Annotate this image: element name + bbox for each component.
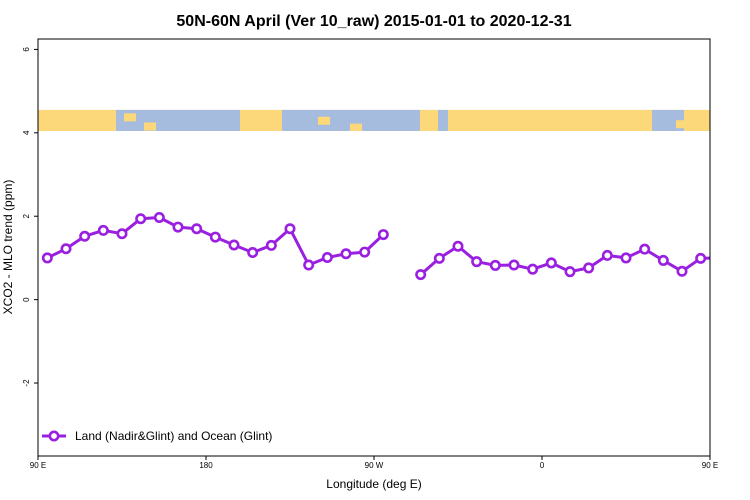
data-point [135, 213, 147, 225]
data-point [601, 249, 613, 261]
data-point [359, 246, 371, 258]
data-point [153, 211, 165, 223]
x-tick-label: 90 W [365, 461, 384, 470]
data-point [284, 223, 296, 235]
world-map-band [38, 109, 710, 131]
series-layer [41, 211, 742, 281]
map-band-island [124, 113, 136, 122]
y-tick-label: 2 [22, 213, 31, 218]
x-axis: 90 E 180 90 W 0 90 E [30, 456, 718, 470]
x-axis-label: Longitude (deg E) [326, 477, 421, 491]
data-point [116, 228, 128, 240]
data-point [41, 252, 53, 264]
data-point [545, 257, 557, 269]
x-tick-label: 180 [199, 461, 213, 470]
data-point [433, 252, 445, 264]
data-point [657, 254, 669, 266]
x-tick-label: 90 E [702, 461, 718, 470]
data-point [583, 262, 595, 274]
y-tick-label: -2 [22, 379, 31, 387]
legend-label: Land (Nadir&Glint) and Ocean (Glint) [75, 429, 272, 443]
data-point [172, 221, 184, 233]
legend-marker-swatch [48, 430, 60, 442]
data-point [209, 231, 221, 243]
y-tick-label: 0 [22, 297, 31, 302]
data-point [620, 252, 632, 264]
data-point [508, 259, 520, 271]
map-band-island [318, 116, 330, 125]
data-point [377, 229, 389, 241]
data-point [734, 245, 742, 253]
data-point [695, 252, 707, 264]
data-point [452, 240, 464, 252]
chart-title: 50N-60N April (Ver 10_raw) 2015-01-01 to… [176, 13, 571, 30]
x-tick-label: 90 E [30, 461, 46, 470]
y-tick-label: 6 [22, 47, 31, 52]
data-point [340, 248, 352, 260]
legend: Land (Nadir&Glint) and Ocean (Glint) [42, 429, 272, 443]
data-point [676, 265, 688, 277]
map-band-ocean [282, 109, 420, 131]
data-point [247, 247, 259, 259]
x-tick-label: 0 [540, 461, 545, 470]
data-point [564, 266, 576, 278]
data-point [715, 254, 723, 262]
data-point [303, 259, 315, 271]
data-point [265, 239, 277, 251]
data-point [471, 256, 483, 268]
data-point [79, 230, 91, 242]
y-axis-label: XCO2 - MLO trend (ppm) [1, 180, 15, 315]
data-point [60, 243, 72, 255]
map-band-island [676, 120, 688, 129]
data-point [527, 263, 539, 275]
data-point [97, 224, 109, 236]
data-point [321, 252, 333, 264]
data-point [489, 259, 501, 271]
data-point [639, 243, 651, 255]
data-point [415, 269, 427, 281]
data-point [228, 239, 240, 251]
plot-frame [37, 38, 711, 457]
y-axis: -2 0 2 4 6 [22, 47, 38, 387]
map-band-island [350, 123, 362, 131]
data-point [191, 223, 203, 235]
y-tick-label: 4 [22, 130, 31, 135]
map-band-island [144, 122, 156, 131]
map-band-ocean [438, 109, 448, 131]
